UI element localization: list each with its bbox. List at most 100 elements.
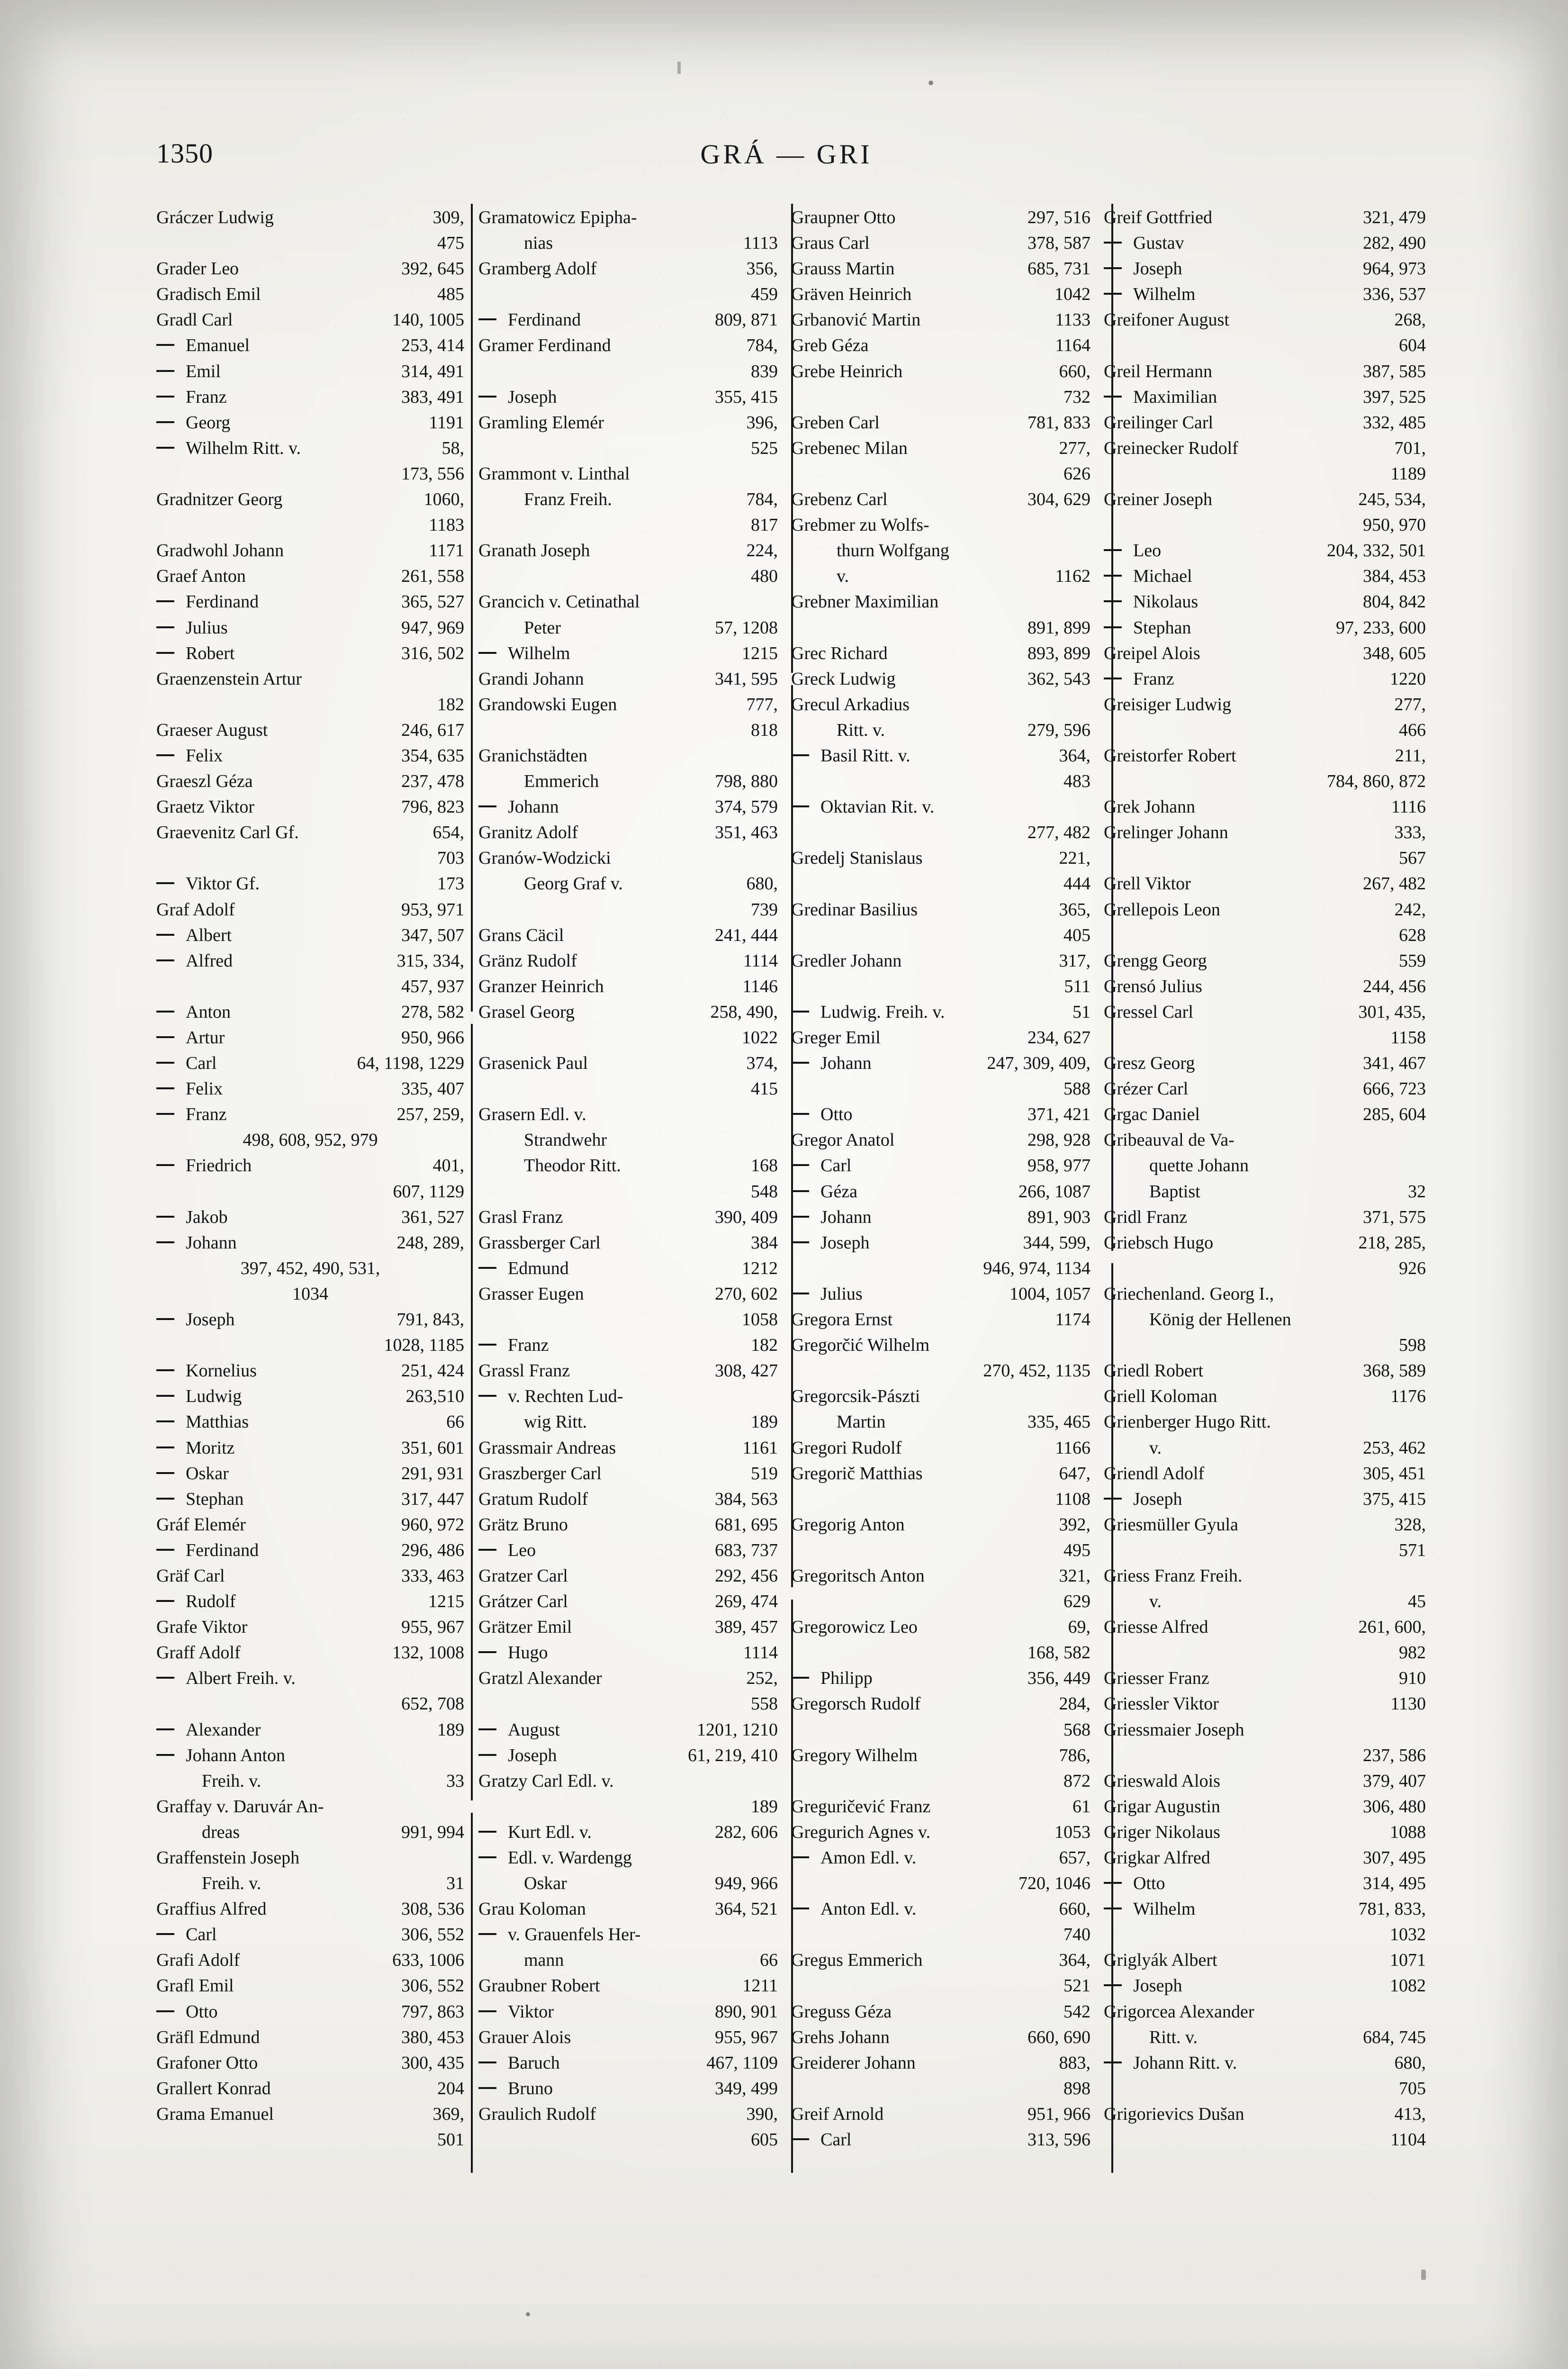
repeat-dash-icon	[1104, 230, 1133, 256]
index-entry-pages: 396,	[746, 412, 778, 433]
index-entry-pages: 309,	[433, 208, 465, 227]
index-entry-pages: 375, 415	[1363, 1489, 1426, 1509]
index-entry: Joseph 964, 973	[1104, 256, 1426, 281]
index-entry: Grasl Franz 390, 409	[478, 1204, 778, 1230]
repeat-dash-icon	[1104, 256, 1133, 281]
index-entry-pages: 211,	[1395, 745, 1426, 766]
index-entry: Anton Edl. v. 660,	[791, 1896, 1090, 1922]
index-entry: Grasern Edl. v.	[478, 1102, 778, 1127]
index-entry-pages: 380, 453	[401, 2027, 464, 2047]
index-entry-name: Gridl Franz	[1104, 1207, 1188, 1227]
index-entry: Grehs Johann 660, 690	[791, 2025, 1090, 2050]
index-entry-name: Grafoner Otto	[156, 2053, 258, 2073]
index-entry: Carl 958, 977	[791, 1153, 1090, 1178]
index-entry-pages: 657,	[1059, 1848, 1091, 1868]
index-entry-name: Grellepois Leon	[1104, 899, 1220, 920]
repeat-dash-icon	[1104, 538, 1133, 563]
index-entry: Ferdinand 365, 527	[156, 589, 464, 615]
index-entry-name: Julius	[156, 615, 228, 641]
index-entry-pages: 298, 928	[1027, 1130, 1090, 1150]
index-entry: Griessler Viktor 1130	[1104, 1691, 1426, 1717]
index-entry-name: Gregorič Matthias	[791, 1463, 923, 1483]
index-entry: Amon Edl. v. 657,	[791, 1845, 1090, 1871]
index-entry: Kurt Edl. v. 282, 606	[478, 1819, 778, 1845]
index-entry-name: Artur	[156, 1025, 225, 1050]
index-entry: Grasser Eugen 270, 602	[478, 1281, 778, 1307]
index-entry-pages: 292, 456	[715, 1565, 778, 1586]
index-entry-pages-continued: 605	[751, 2130, 778, 2150]
index-entry-name: Gregory Wilhelm	[791, 1745, 918, 1765]
index-entry-pages: 791, 843,	[397, 1310, 465, 1330]
index-entry: Moritz 351, 601	[156, 1435, 464, 1461]
index-entry: Gregorcsik-Pászti	[791, 1383, 1090, 1409]
repeat-dash-icon	[1104, 2050, 1133, 2076]
index-entry-name: Johann Anton	[156, 1743, 285, 1768]
index-entry-pages: 328,	[1394, 1514, 1426, 1535]
index-entry-pages: 321,	[1059, 1565, 1091, 1586]
index-entry-pages: 365,	[1059, 899, 1091, 920]
repeat-dash-icon	[478, 2050, 508, 2076]
index-entry-name: Grebner Maximilian	[791, 592, 939, 612]
index-entry-name: Gramatowicz Epipha-	[478, 208, 637, 227]
index-entry-name: Grasenick Paul	[478, 1053, 588, 1074]
index-entry-pages: 351, 601	[401, 1438, 464, 1458]
index-entry-pages: 252,	[746, 1668, 778, 1689]
repeat-dash-icon	[156, 948, 186, 974]
index-entry-pages: 389, 457	[715, 1617, 778, 1637]
index-entry-name: Gradl Carl	[156, 310, 233, 330]
repeat-dash-icon	[156, 1307, 186, 1332]
index-entry: Gradwohl Johann 1171	[156, 538, 464, 563]
index-entry: Franz 182	[478, 1332, 778, 1358]
index-entry-name: Grgac Daniel	[1104, 1104, 1200, 1125]
index-entry-pages: 314, 491	[401, 361, 464, 381]
index-entry-pages: 313, 596	[1027, 2130, 1090, 2150]
index-entry-pages-continued: 1104	[1390, 2130, 1426, 2150]
index-entry: Joseph 1082	[1104, 1973, 1426, 1998]
index-entry-pages: 253, 414	[401, 335, 464, 356]
repeat-dash-icon	[478, 1717, 508, 1743]
index-entry-name: Gráczer Ludwig	[156, 208, 274, 227]
index-entry: Grafoner Otto 300, 435	[156, 2050, 464, 2076]
index-entry-name: Grammont v. Linthal	[478, 463, 630, 484]
index-entry: Grau Koloman 364, 521	[478, 1896, 778, 1922]
index-entry-pages: 140, 1005	[392, 310, 464, 330]
repeat-dash-icon	[156, 410, 186, 435]
index-entry-pages: 1082	[1390, 1976, 1426, 1996]
index-entry: Greiner Joseph 245, 534,	[1104, 487, 1426, 512]
index-entry-pages: 1220	[1390, 669, 1426, 689]
repeat-dash-icon	[1104, 1486, 1133, 1512]
index-entry-pages: 680,	[1394, 2053, 1426, 2073]
index-entry-name: Grátzer Carl	[478, 1591, 568, 1612]
index-entry-continuation: Oskar 949, 966	[478, 1871, 778, 1896]
index-entry-name-continued: Theodor Ritt.	[524, 1156, 621, 1176]
index-entry-pages-continued: 571	[1399, 1540, 1426, 1560]
index-entry-name-continued: Ritt. v.	[1149, 2027, 1198, 2047]
index-entry-pages: 809, 871	[715, 310, 778, 330]
index-entry-name: Leo	[478, 1537, 536, 1563]
repeat-dash-icon	[156, 435, 186, 461]
index-entry: Graff Adolf 132, 1008	[156, 1640, 464, 1665]
index-entry-pages-continued: 740	[1063, 1925, 1090, 1945]
index-entry: Nikolaus 804, 842	[1104, 589, 1426, 615]
index-entry-pages-continued: 629	[1063, 1591, 1090, 1612]
index-entry-name: Graus Carl	[791, 233, 870, 253]
index-entry-name: Graffenstein Joseph	[156, 1848, 300, 1868]
index-entry-pages: 784,	[746, 489, 778, 510]
index-entry-name: Gregus Emmerich	[791, 1950, 923, 1971]
index-entry-pages-continued: 189	[751, 1796, 778, 1817]
index-entry: Gregurich Agnes v. 1053	[791, 1819, 1090, 1845]
index-entry-name: Graubner Robert	[478, 1976, 600, 1996]
index-entry-pages: 282, 606	[715, 1822, 778, 1842]
index-entry-name: Grecul Arkadius	[791, 694, 910, 714]
index-entry-pages: 784,	[746, 335, 778, 356]
index-entry-name: Graszberger Carl	[478, 1463, 602, 1483]
index-column-2: Gramatowicz Epipha-nias 1113 Gramberg Adol…	[471, 205, 784, 2180]
index-entry: Wilhelm 336, 537	[1104, 281, 1426, 307]
index-entry: Joseph 344, 599,	[791, 1230, 1090, 1256]
repeat-dash-icon	[156, 1589, 186, 1614]
repeat-dash-icon	[478, 641, 508, 666]
index-entry-pages: 307, 495	[1363, 1848, 1426, 1868]
index-entry-pages-continued: 498, 608, 952, 979	[243, 1130, 378, 1150]
index-entry-pages: 1146	[742, 976, 778, 996]
